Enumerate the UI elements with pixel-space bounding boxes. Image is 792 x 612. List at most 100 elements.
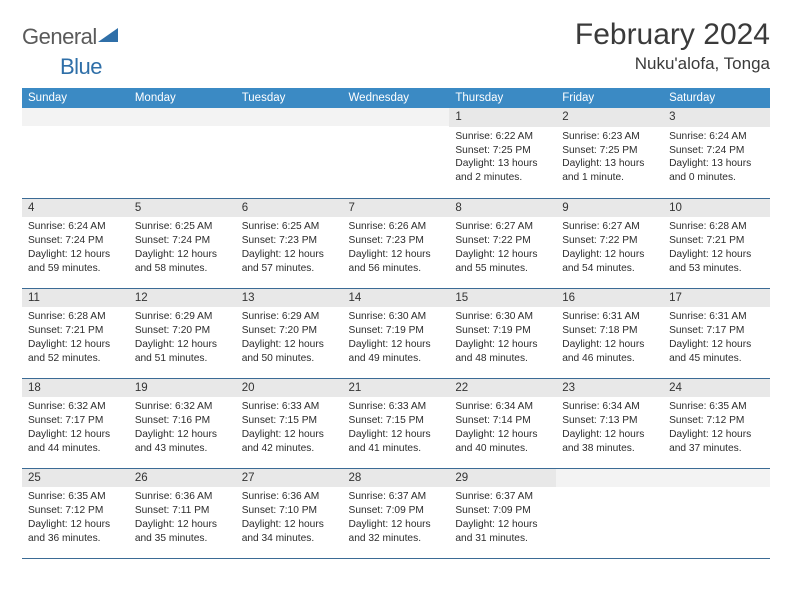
day-body: Sunrise: 6:26 AMSunset: 7:23 PMDaylight:…	[343, 217, 450, 279]
day-daylight: Daylight: 12 hours and 38 minutes.	[562, 428, 657, 456]
day-cell: 9Sunrise: 6:27 AMSunset: 7:22 PMDaylight…	[556, 198, 663, 288]
day-body: Sunrise: 6:30 AMSunset: 7:19 PMDaylight:…	[449, 307, 556, 369]
day-cell: 15Sunrise: 6:30 AMSunset: 7:19 PMDayligh…	[449, 288, 556, 378]
day-daylight: Daylight: 12 hours and 31 minutes.	[455, 518, 550, 546]
day-cell	[22, 108, 129, 198]
day-body: Sunrise: 6:31 AMSunset: 7:18 PMDaylight:…	[556, 307, 663, 369]
day-daylight: Daylight: 12 hours and 34 minutes.	[242, 518, 337, 546]
day-cell: 29Sunrise: 6:37 AMSunset: 7:09 PMDayligh…	[449, 468, 556, 558]
day-sunrise: Sunrise: 6:29 AM	[242, 310, 337, 324]
day-number: 25	[22, 469, 129, 488]
day-daylight: Daylight: 12 hours and 44 minutes.	[28, 428, 123, 456]
day-daylight: Daylight: 12 hours and 40 minutes.	[455, 428, 550, 456]
day-sunrise: Sunrise: 6:32 AM	[135, 400, 230, 414]
week-row: 25Sunrise: 6:35 AMSunset: 7:12 PMDayligh…	[22, 468, 770, 558]
day-sunrise: Sunrise: 6:36 AM	[242, 490, 337, 504]
day-sunrise: Sunrise: 6:36 AM	[135, 490, 230, 504]
day-daylight: Daylight: 13 hours and 2 minutes.	[455, 157, 550, 185]
day-cell: 2Sunrise: 6:23 AMSunset: 7:25 PMDaylight…	[556, 108, 663, 198]
day-number: 5	[129, 199, 236, 218]
day-cell: 1 Sunrise: 6:22 AMSunset: 7:25 PMDaylight…	[449, 108, 556, 198]
day-number: 13	[236, 289, 343, 308]
day-number: 24	[663, 379, 770, 398]
day-number-empty	[236, 108, 343, 126]
day-cell: 28Sunrise: 6:37 AMSunset: 7:09 PMDayligh…	[343, 468, 450, 558]
day-sunrise: Sunrise: 6:29 AM	[135, 310, 230, 324]
day-number: 20	[236, 379, 343, 398]
day-body: Sunrise: 6:37 AMSunset: 7:09 PMDaylight:…	[343, 487, 450, 549]
month-title: February 2024	[575, 18, 770, 52]
day-daylight: Daylight: 12 hours and 54 minutes.	[562, 248, 657, 276]
day-sunset: Sunset: 7:19 PM	[349, 324, 444, 338]
day-number: 4	[22, 199, 129, 218]
day-sunset: Sunset: 7:10 PM	[242, 504, 337, 518]
day-body: Sunrise: 6:27 AMSunset: 7:22 PMDaylight:…	[449, 217, 556, 279]
day-cell: 11Sunrise: 6:28 AMSunset: 7:21 PMDayligh…	[22, 288, 129, 378]
day-daylight: Daylight: 13 hours and 1 minute.	[562, 157, 657, 185]
week-row: 18Sunrise: 6:32 AMSunset: 7:17 PMDayligh…	[22, 378, 770, 468]
day-number: 3	[663, 108, 770, 127]
day-daylight: Daylight: 12 hours and 32 minutes.	[349, 518, 444, 546]
day-sunrise: Sunrise: 6:30 AM	[349, 310, 444, 324]
dow-header: Saturday	[663, 88, 770, 108]
day-sunset: Sunset: 7:09 PM	[455, 504, 550, 518]
day-cell: 14Sunrise: 6:30 AMSunset: 7:19 PMDayligh…	[343, 288, 450, 378]
day-body: Sunrise: 6:37 AMSunset: 7:09 PMDaylight:…	[449, 487, 556, 549]
day-sunrise: Sunrise: 6:28 AM	[669, 220, 764, 234]
day-body: Sunrise: 6:32 AMSunset: 7:16 PMDaylight:…	[129, 397, 236, 459]
day-daylight: Daylight: 12 hours and 56 minutes.	[349, 248, 444, 276]
day-number: 16	[556, 289, 663, 308]
day-daylight: Daylight: 12 hours and 58 minutes.	[135, 248, 230, 276]
day-sunrise: Sunrise: 6:24 AM	[669, 130, 764, 144]
calendar-body: 1Sunrise: 6:22 AMSunset: 7:25 PMDaylight…	[22, 108, 770, 558]
day-cell: 23Sunrise: 6:34 AMSunset: 7:13 PMDayligh…	[556, 378, 663, 468]
day-number: 8	[449, 199, 556, 218]
day-cell: 20Sunrise: 6:33 AMSunset: 7:15 PMDayligh…	[236, 378, 343, 468]
day-daylight: Daylight: 13 hours and 0 minutes.	[669, 157, 764, 185]
day-number: 21	[343, 379, 450, 398]
day-number: 15	[449, 289, 556, 308]
day-sunrise: Sunrise: 6:25 AM	[135, 220, 230, 234]
day-sunset: Sunset: 7:18 PM	[562, 324, 657, 338]
dow-header: Thursday	[449, 88, 556, 108]
day-daylight: Daylight: 12 hours and 49 minutes.	[349, 338, 444, 366]
day-cell: 17Sunrise: 6:31 AMSunset: 7:17 PMDayligh…	[663, 288, 770, 378]
day-cell: 26Sunrise: 6:36 AMSunset: 7:11 PMDayligh…	[129, 468, 236, 558]
day-sunrise: Sunrise: 6:35 AM	[28, 490, 123, 504]
logo-triangle-icon	[98, 22, 118, 48]
day-body: Sunrise: 6:30 AMSunset: 7:19 PMDaylight:…	[343, 307, 450, 369]
day-sunset: Sunset: 7:25 PM	[562, 144, 657, 158]
day-cell: 21Sunrise: 6:33 AMSunset: 7:15 PMDayligh…	[343, 378, 450, 468]
day-sunset: Sunset: 7:24 PM	[28, 234, 123, 248]
day-sunset: Sunset: 7:13 PM	[562, 414, 657, 428]
day-body: Sunrise: 6:33 AMSunset: 7:15 PMDaylight:…	[343, 397, 450, 459]
day-sunset: Sunset: 7:25 PM	[455, 144, 550, 158]
day-sunrise: Sunrise: 6:22 AM	[455, 130, 550, 144]
day-body: Sunrise: 6:36 AMSunset: 7:10 PMDaylight:…	[236, 487, 343, 549]
day-number: 1	[449, 108, 556, 127]
day-body: Sunrise: 6:28 AMSunset: 7:21 PMDaylight:…	[22, 307, 129, 369]
day-sunset: Sunset: 7:20 PM	[242, 324, 337, 338]
day-sunset: Sunset: 7:23 PM	[242, 234, 337, 248]
day-daylight: Daylight: 12 hours and 41 minutes.	[349, 428, 444, 456]
day-sunrise: Sunrise: 6:27 AM	[455, 220, 550, 234]
day-sunrise: Sunrise: 6:33 AM	[349, 400, 444, 414]
day-number-empty	[129, 108, 236, 126]
day-number: 7	[343, 199, 450, 218]
day-sunset: Sunset: 7:14 PM	[455, 414, 550, 428]
day-daylight: Daylight: 12 hours and 50 minutes.	[242, 338, 337, 366]
logo-text-part1: General	[22, 24, 97, 49]
day-sunrise: Sunrise: 6:27 AM	[562, 220, 657, 234]
day-cell: 8Sunrise: 6:27 AMSunset: 7:22 PMDaylight…	[449, 198, 556, 288]
day-sunset: Sunset: 7:24 PM	[669, 144, 764, 158]
day-cell: 24Sunrise: 6:35 AMSunset: 7:12 PMDayligh…	[663, 378, 770, 468]
day-body: Sunrise: 6:35 AMSunset: 7:12 PMDaylight:…	[22, 487, 129, 549]
day-body: Sunrise: 6:24 AMSunset: 7:24 PMDaylight:…	[663, 127, 770, 189]
day-sunset: Sunset: 7:22 PM	[455, 234, 550, 248]
day-body: Sunrise: 6:34 AMSunset: 7:13 PMDaylight:…	[556, 397, 663, 459]
day-cell: 27Sunrise: 6:36 AMSunset: 7:10 PMDayligh…	[236, 468, 343, 558]
day-daylight: Daylight: 12 hours and 36 minutes.	[28, 518, 123, 546]
day-daylight: Daylight: 12 hours and 37 minutes.	[669, 428, 764, 456]
day-body: Sunrise: 6:29 AMSunset: 7:20 PMDaylight:…	[236, 307, 343, 369]
day-cell: 4Sunrise: 6:24 AMSunset: 7:24 PMDaylight…	[22, 198, 129, 288]
